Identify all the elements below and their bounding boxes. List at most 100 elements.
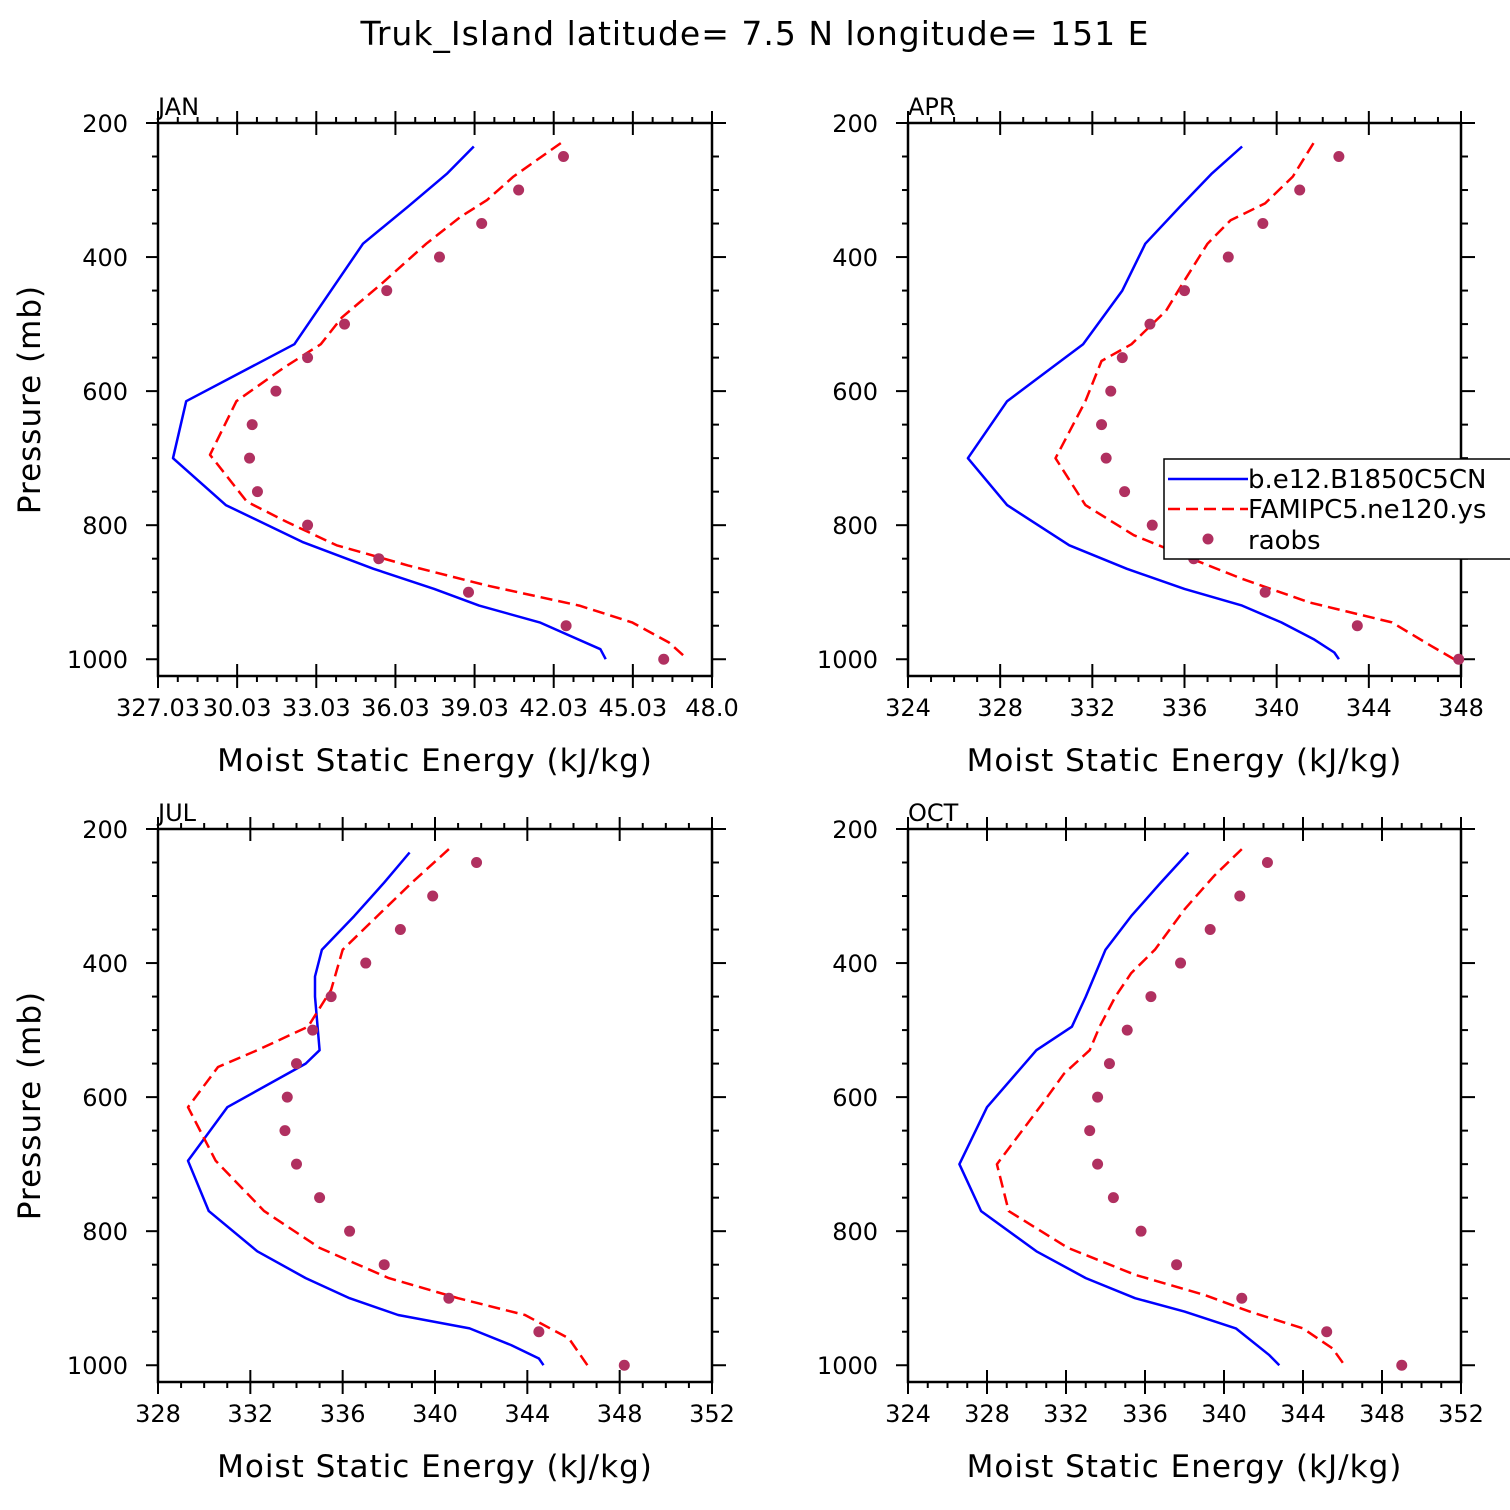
raobs-point bbox=[557, 151, 569, 163]
raobs-point bbox=[1144, 318, 1156, 330]
series-line-b-e12 bbox=[186, 851, 545, 1366]
y-tick-label: 200 bbox=[82, 816, 128, 844]
raobs-point bbox=[1096, 419, 1108, 431]
x-tick-label: 324 bbox=[885, 1400, 931, 1428]
x-tick-label: 352 bbox=[689, 1400, 735, 1428]
x-tick-label: 336 bbox=[320, 1400, 366, 1428]
plot-frame bbox=[156, 827, 714, 1384]
raobs-point bbox=[378, 1259, 390, 1271]
raobs-point bbox=[443, 1292, 455, 1304]
y-tick-label: 1000 bbox=[817, 1352, 878, 1380]
x-tick-label: 332 bbox=[1043, 1400, 1089, 1428]
raobs-point bbox=[291, 1158, 302, 1170]
raobs-point bbox=[381, 285, 393, 297]
raobs-point bbox=[251, 486, 263, 498]
legend-swatch-obs bbox=[1202, 533, 1214, 545]
panel-title: JAN bbox=[156, 93, 199, 121]
panel-oct: OCT 324 328 332 336 340 344 348 352 200 400 600 800 1… bbox=[817, 799, 1484, 1485]
raobs-point bbox=[1100, 452, 1112, 464]
y-tick-label: 200 bbox=[832, 816, 878, 844]
raobs-point bbox=[463, 586, 475, 598]
raobs-point bbox=[658, 653, 670, 665]
panel-title: JUL bbox=[156, 799, 197, 827]
raobs-point bbox=[1146, 519, 1158, 531]
y-tick-label: 800 bbox=[82, 512, 128, 540]
x-tick-label: 344 bbox=[1280, 1400, 1326, 1428]
x-tick-label: 336 bbox=[1162, 694, 1208, 722]
raobs-point bbox=[344, 1225, 356, 1237]
y-tick-label: 200 bbox=[832, 110, 878, 138]
x-tick-label: 36.03 bbox=[361, 694, 430, 722]
raobs-point bbox=[1135, 1225, 1147, 1237]
panel-jul: JUL 328 332 336 340 344 348 352 200 400 600 800 1000… bbox=[12, 799, 735, 1485]
raobs-point bbox=[1116, 352, 1128, 364]
x-tick-label: 332 bbox=[1069, 694, 1115, 722]
raobs-point bbox=[1321, 1326, 1333, 1338]
raobs-point bbox=[1234, 890, 1246, 902]
x-tick-label: 48.0 bbox=[685, 694, 738, 722]
raobs-point bbox=[1294, 184, 1306, 196]
raobs-point bbox=[1236, 1292, 1248, 1304]
x-tick-label: 336 bbox=[1122, 1400, 1168, 1428]
raobs-point bbox=[533, 1326, 545, 1338]
raobs-point bbox=[1175, 957, 1187, 969]
raobs-point bbox=[373, 553, 385, 565]
raobs-point bbox=[1257, 218, 1269, 230]
x-axis-title: Moist Static Energy (kJ/kg) bbox=[217, 1449, 653, 1485]
raobs-point bbox=[1453, 653, 1465, 665]
raobs-point bbox=[302, 352, 314, 364]
legend-label-obs: raobs bbox=[1248, 526, 1321, 556]
raobs-point bbox=[314, 1192, 326, 1204]
raobs-point bbox=[1092, 1091, 1104, 1103]
x-tick-label: 332 bbox=[227, 1400, 273, 1428]
legend-label-model2: FAMIPC5.ne120.ys bbox=[1248, 495, 1486, 525]
series-line-famipc5 bbox=[186, 848, 589, 1366]
x-tick-label: 348 bbox=[597, 1400, 643, 1428]
y-tick-label: 200 bbox=[82, 110, 128, 138]
raobs-point bbox=[1222, 251, 1234, 263]
legend: b.e12.B1850C5CN FAMIPC5.ne120.ys raobs bbox=[1163, 458, 1510, 560]
x-tick-label: 340 bbox=[412, 1400, 458, 1428]
y-tick-label: 1000 bbox=[817, 646, 878, 674]
legend-box bbox=[1163, 458, 1510, 560]
y-tick-label: 800 bbox=[832, 1218, 878, 1246]
x-tick-label: 344 bbox=[504, 1400, 550, 1428]
raobs-point bbox=[281, 1091, 293, 1103]
raobs-point bbox=[339, 318, 351, 330]
x-tick-label: 328 bbox=[964, 1400, 1010, 1428]
x-axis-title: Moist Static Energy (kJ/kg) bbox=[217, 743, 653, 779]
raobs-point bbox=[1396, 1359, 1408, 1371]
raobs-point bbox=[1103, 1058, 1115, 1070]
x-tick-label: 39.03 bbox=[440, 694, 509, 722]
raobs-point bbox=[1145, 991, 1157, 1003]
raobs-point bbox=[302, 519, 314, 531]
series-line-b-e12 bbox=[171, 145, 607, 660]
raobs-point bbox=[394, 924, 406, 936]
raobs-point bbox=[1107, 1192, 1119, 1204]
raobs-point bbox=[270, 385, 282, 397]
raobs-point bbox=[1351, 620, 1363, 632]
raobs-point bbox=[244, 452, 256, 464]
x-tick-label: 340 bbox=[1201, 1400, 1247, 1428]
y-tick-label: 400 bbox=[832, 244, 878, 272]
x-tick-label: 30.03 bbox=[203, 694, 272, 722]
plot-frame bbox=[156, 121, 714, 678]
raobs-point bbox=[325, 991, 337, 1003]
raobs-point bbox=[1084, 1125, 1096, 1137]
y-axis-title: Pressure (mb) bbox=[12, 991, 48, 1220]
x-tick-label: 324 bbox=[885, 694, 931, 722]
x-axis-title: Moist Static Energy (kJ/kg) bbox=[967, 1449, 1403, 1485]
raobs-point bbox=[476, 218, 488, 230]
raobs-point bbox=[1204, 924, 1216, 936]
x-tick-label: 45.03 bbox=[598, 694, 667, 722]
raobs-point bbox=[246, 419, 258, 431]
raobs-point bbox=[1171, 1259, 1183, 1271]
raobs-point bbox=[1119, 486, 1131, 498]
y-tick-label: 600 bbox=[832, 1084, 878, 1112]
figure-title: Truk_Island latitude= 7.5 N longitude= 1… bbox=[360, 14, 1150, 53]
x-tick-label: 328 bbox=[135, 1400, 181, 1428]
raobs-point bbox=[1259, 586, 1271, 598]
raobs-point bbox=[1333, 151, 1345, 163]
y-tick-label: 1000 bbox=[67, 1352, 128, 1380]
raobs-point bbox=[513, 184, 525, 196]
